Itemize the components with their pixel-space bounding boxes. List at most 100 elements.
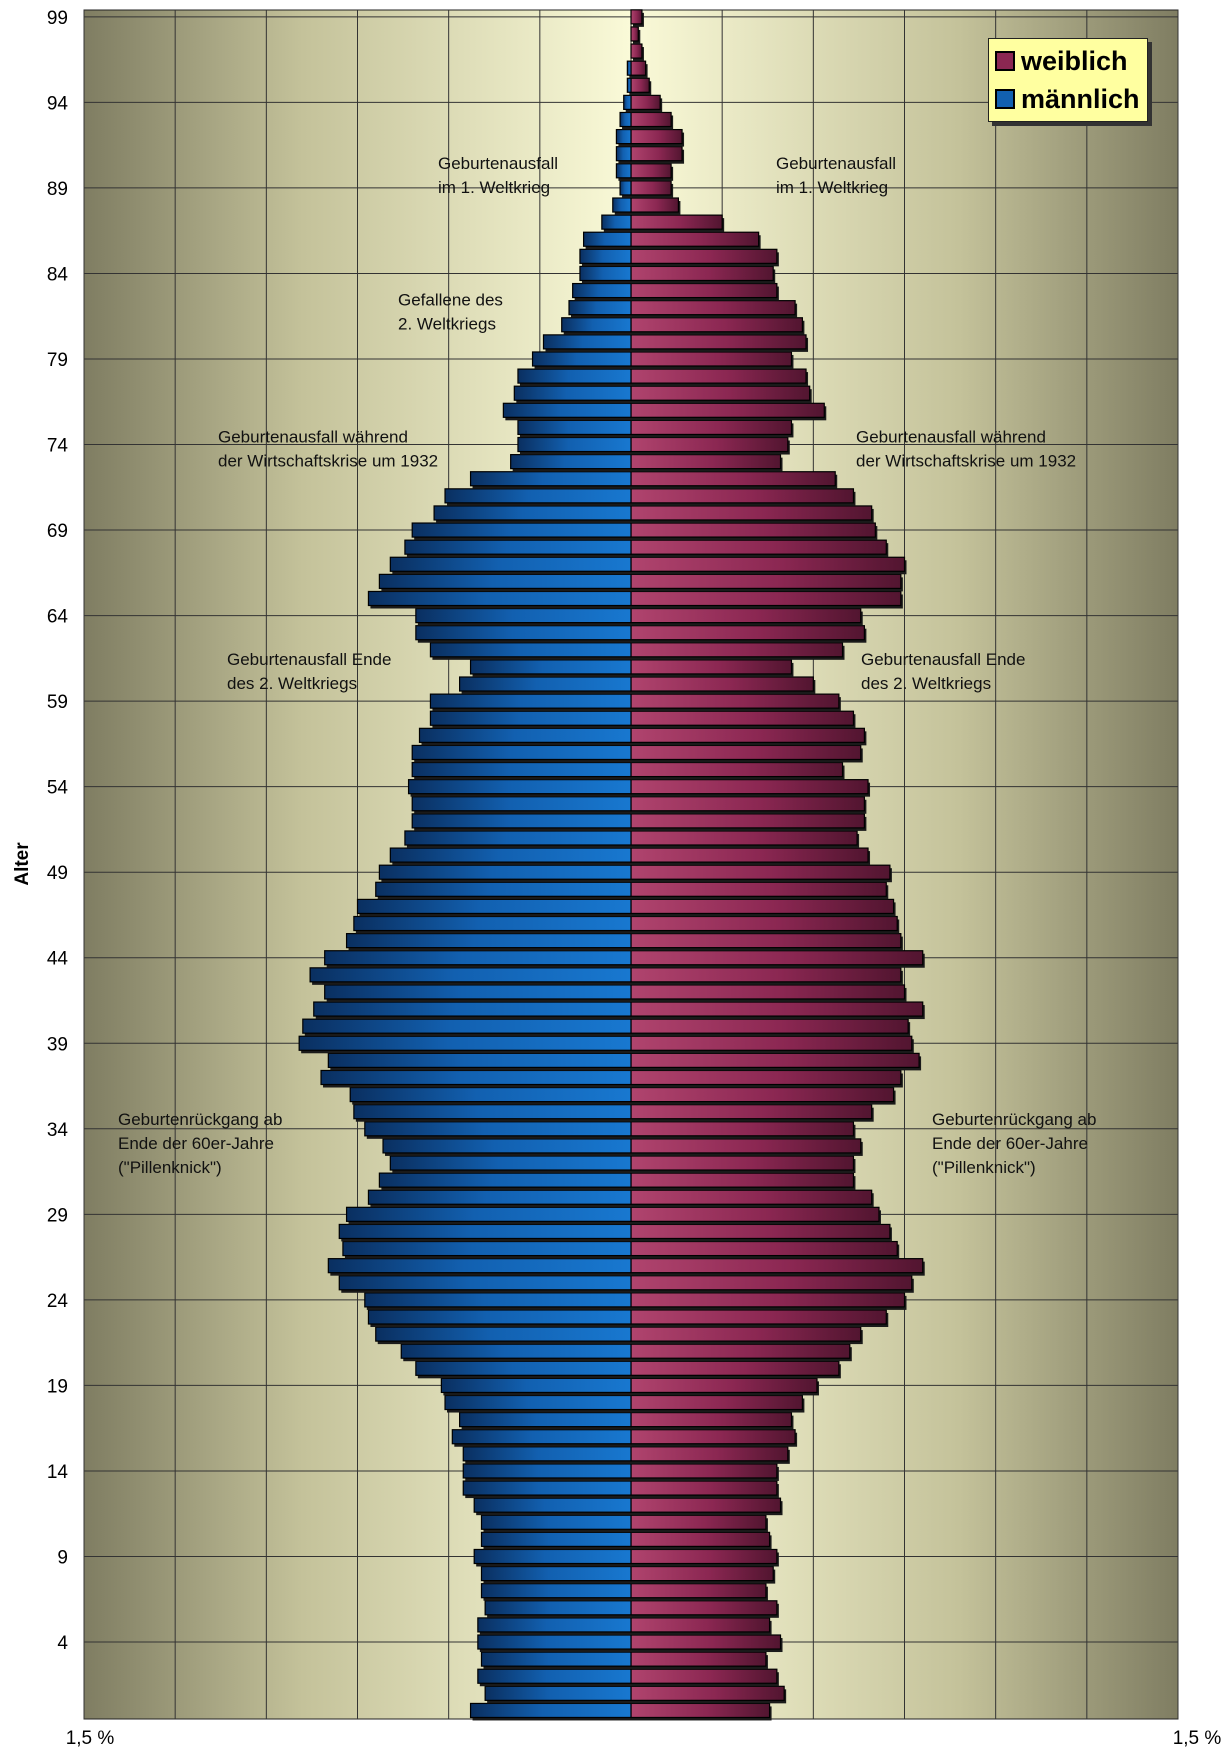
bar-maennlich-age-27 bbox=[342, 1240, 632, 1257]
bar-maennlich-age-9 bbox=[473, 1548, 632, 1565]
bar-maennlich-age-84 bbox=[579, 265, 632, 282]
bar-maennlich-age-11 bbox=[480, 1514, 632, 1530]
bar-maennlich-age-47 bbox=[356, 898, 632, 915]
bar-maennlich-age-12 bbox=[473, 1497, 632, 1513]
bar-maennlich-age-35 bbox=[353, 1104, 632, 1120]
bar-weiblich-age-24 bbox=[630, 1292, 906, 1308]
bar-weiblich-age-90 bbox=[630, 163, 672, 179]
bar-weiblich-age-17 bbox=[630, 1412, 793, 1428]
bar-maennlich-age-15 bbox=[462, 1446, 632, 1462]
bar-maennlich-age-68 bbox=[404, 539, 632, 555]
bar-weiblich-age-81 bbox=[630, 317, 803, 333]
y-tick-label: 89 bbox=[47, 179, 68, 200]
bar-weiblich-age-34 bbox=[630, 1121, 855, 1137]
bar-maennlich-age-31 bbox=[378, 1172, 632, 1188]
bar-maennlich-age-73 bbox=[510, 454, 632, 470]
bar-maennlich-age-56 bbox=[411, 744, 632, 761]
bar-maennlich-age-70 bbox=[433, 505, 632, 521]
bar-weiblich-age-64 bbox=[630, 607, 862, 624]
bar-weiblich-age-77 bbox=[630, 385, 811, 401]
bar-weiblich-age-76 bbox=[630, 402, 825, 418]
bar-maennlich-age-10 bbox=[480, 1531, 632, 1547]
bar-weiblich-age-78 bbox=[630, 368, 807, 384]
bar-weiblich-age-70 bbox=[630, 505, 873, 521]
y-axis-label: Alter bbox=[12, 842, 33, 886]
bar-maennlich-age-95 bbox=[626, 77, 632, 93]
bar-maennlich-age-18 bbox=[444, 1394, 632, 1411]
legend-item-weiblich: weiblich bbox=[995, 45, 1128, 77]
y-tick-label: 39 bbox=[47, 1034, 68, 1055]
bar-maennlich-age-30 bbox=[367, 1189, 632, 1205]
legend-item-maennlich: männlich bbox=[995, 83, 1140, 115]
bar-maennlich-age-16 bbox=[451, 1429, 632, 1445]
annotation-text: ("Pillenknick") bbox=[932, 1158, 1036, 1177]
bar-maennlich-age-54 bbox=[407, 779, 632, 795]
bar-weiblich-age-37 bbox=[630, 1069, 902, 1086]
annotations: Geburtenausfall im 1. Weltkrieg Geburtenau… bbox=[118, 154, 1096, 1177]
bar-maennlich-age-74 bbox=[517, 436, 632, 453]
bar-maennlich-age-79 bbox=[531, 351, 632, 367]
bar-weiblich-age-69 bbox=[630, 522, 876, 538]
bar-weiblich-age-35 bbox=[630, 1104, 873, 1120]
bar-weiblich-age-68 bbox=[630, 539, 887, 555]
annotation-text: Geburtenrückgang ab bbox=[932, 1110, 1096, 1129]
x-tick-label-left: 1,5 % bbox=[66, 1728, 115, 1748]
bar-weiblich-age-49 bbox=[630, 864, 891, 880]
bar-weiblich-age-50 bbox=[630, 847, 869, 863]
bar-weiblich-age-95 bbox=[630, 77, 650, 93]
bar-weiblich-age-59 bbox=[630, 693, 840, 709]
bar-maennlich-age-53 bbox=[411, 796, 632, 812]
bar-maennlich-age-60 bbox=[459, 676, 632, 692]
bar-maennlich-age-45 bbox=[345, 933, 632, 949]
bar-weiblich-age-41 bbox=[630, 1001, 924, 1017]
bar-weiblich-age-91 bbox=[630, 146, 683, 162]
bar-weiblich-age-2 bbox=[630, 1668, 778, 1684]
bar-weiblich-age-43 bbox=[630, 967, 902, 983]
bar-weiblich-age-40 bbox=[630, 1018, 909, 1034]
bar-maennlich-age-69 bbox=[411, 522, 632, 538]
y-tick-label: 54 bbox=[47, 778, 69, 799]
bar-maennlich-age-75 bbox=[517, 419, 632, 436]
bar-weiblich-age-83 bbox=[630, 282, 778, 299]
bar-maennlich-age-1 bbox=[484, 1685, 632, 1701]
bar-weiblich-age-52 bbox=[630, 813, 865, 829]
annotation-text: Geburtenausfall Ende bbox=[227, 650, 391, 669]
bar-weiblich-age-79 bbox=[630, 351, 793, 367]
bar-maennlich-age-81 bbox=[561, 317, 632, 333]
bar-maennlich-age-22 bbox=[375, 1326, 632, 1342]
bar-weiblich-age-4 bbox=[630, 1634, 782, 1650]
bar-weiblich-age-97 bbox=[630, 43, 643, 59]
bar-maennlich-age-34 bbox=[364, 1121, 632, 1137]
bar-maennlich-age-39 bbox=[298, 1035, 632, 1051]
bar-maennlich-age-78 bbox=[517, 368, 632, 384]
bar-weiblich-age-75 bbox=[630, 419, 793, 436]
bar-maennlich-age-3 bbox=[480, 1651, 632, 1667]
bar-maennlich-age-87 bbox=[601, 214, 632, 230]
bar-maennlich-age-26 bbox=[327, 1258, 632, 1274]
bar-weiblich-age-85 bbox=[630, 248, 778, 264]
bar-weiblich-age-48 bbox=[630, 881, 887, 897]
y-tick-label: 34 bbox=[47, 1120, 69, 1141]
bar-maennlich-age-93 bbox=[619, 111, 632, 128]
bar-weiblich-age-93 bbox=[630, 111, 672, 128]
bar-weiblich-age-57 bbox=[630, 727, 865, 743]
bar-weiblich-age-54 bbox=[630, 779, 869, 795]
y-tick-label: 79 bbox=[47, 350, 68, 371]
bar-weiblich-age-3 bbox=[630, 1651, 767, 1667]
bar-maennlich-age-8 bbox=[480, 1565, 632, 1582]
bar-maennlich-age-52 bbox=[411, 813, 632, 829]
bar-weiblich-age-73 bbox=[630, 454, 782, 470]
bar-maennlich-age-80 bbox=[542, 334, 632, 350]
y-tick-label: 14 bbox=[47, 1462, 69, 1483]
bar-maennlich-age-66 bbox=[378, 573, 632, 589]
bar-maennlich-age-48 bbox=[375, 881, 632, 897]
y-tick-label: 84 bbox=[47, 264, 69, 285]
annotation-text: der Wirtschaftskrise um 1932 bbox=[218, 452, 438, 471]
bar-weiblich-age-1 bbox=[630, 1685, 785, 1701]
bar-maennlich-age-49 bbox=[378, 864, 632, 880]
y-tick-label: 9 bbox=[57, 1547, 68, 1568]
bar-weiblich-age-7 bbox=[630, 1583, 767, 1599]
bar-weiblich-age-55 bbox=[630, 761, 844, 778]
bar-maennlich-age-32 bbox=[389, 1155, 632, 1171]
legend: weiblich männlich bbox=[988, 38, 1148, 122]
